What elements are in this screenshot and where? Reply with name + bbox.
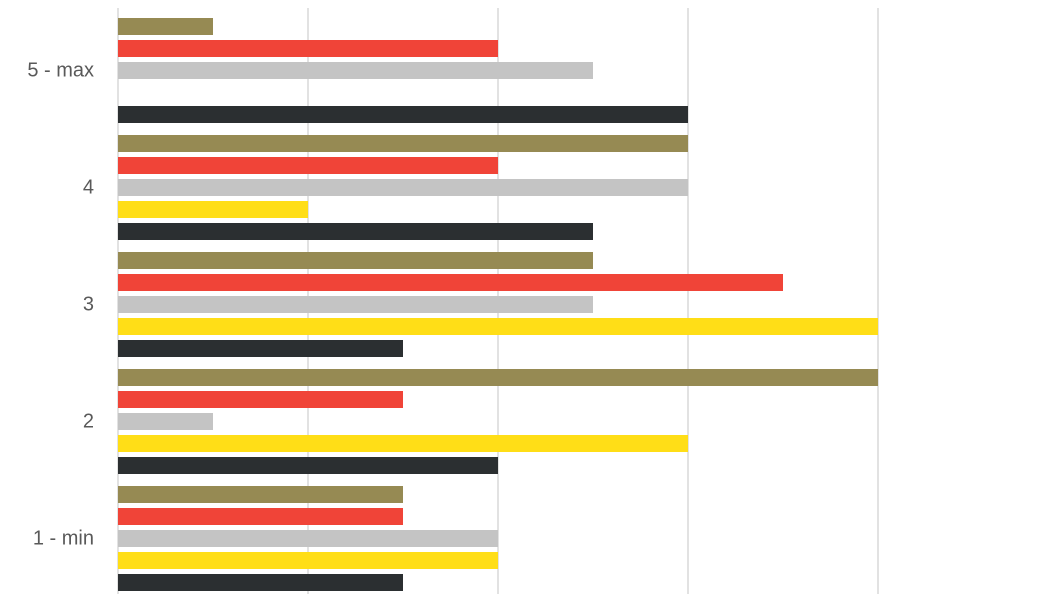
bar-series-3-4 xyxy=(118,179,688,196)
bar-series-4-1-min xyxy=(118,552,498,569)
bar-series-3-2 xyxy=(118,413,213,430)
bar-series-5-2 xyxy=(118,457,498,474)
category-label: 4 xyxy=(83,177,94,199)
bar-series-5-5-max xyxy=(118,106,688,123)
bar-series-1-3 xyxy=(118,252,593,269)
bar-series-1-5-max xyxy=(118,18,213,35)
bar-series-1-1-min xyxy=(118,486,403,503)
bar-series-1-4 xyxy=(118,135,688,152)
category-label: 3 xyxy=(83,294,94,316)
bar-series-2-3 xyxy=(118,274,783,291)
bar-series-4-4 xyxy=(118,201,308,218)
bar-series-4-3 xyxy=(118,318,878,335)
bar-series-2-5-max xyxy=(118,40,498,57)
category-label: 5 - max xyxy=(27,60,94,82)
bar-series-3-3 xyxy=(118,296,593,313)
bars xyxy=(118,18,878,591)
bar-series-5-1-min xyxy=(118,574,403,591)
bar-series-2-4 xyxy=(118,157,498,174)
bar-series-3-1-min xyxy=(118,530,498,547)
bar-series-1-2 xyxy=(118,369,878,386)
bar-series-2-1-min xyxy=(118,508,403,525)
bar-series-2-2 xyxy=(118,391,403,408)
category-label: 1 - min xyxy=(33,528,94,550)
bar-series-5-3 xyxy=(118,340,403,357)
bar-series-3-5-max xyxy=(118,62,593,79)
bar-series-4-2 xyxy=(118,435,688,452)
category-labels: 1 - min 2 3 4 5 - max xyxy=(27,60,94,550)
bar-series-5-4 xyxy=(118,223,593,240)
category-label: 2 xyxy=(83,411,94,433)
